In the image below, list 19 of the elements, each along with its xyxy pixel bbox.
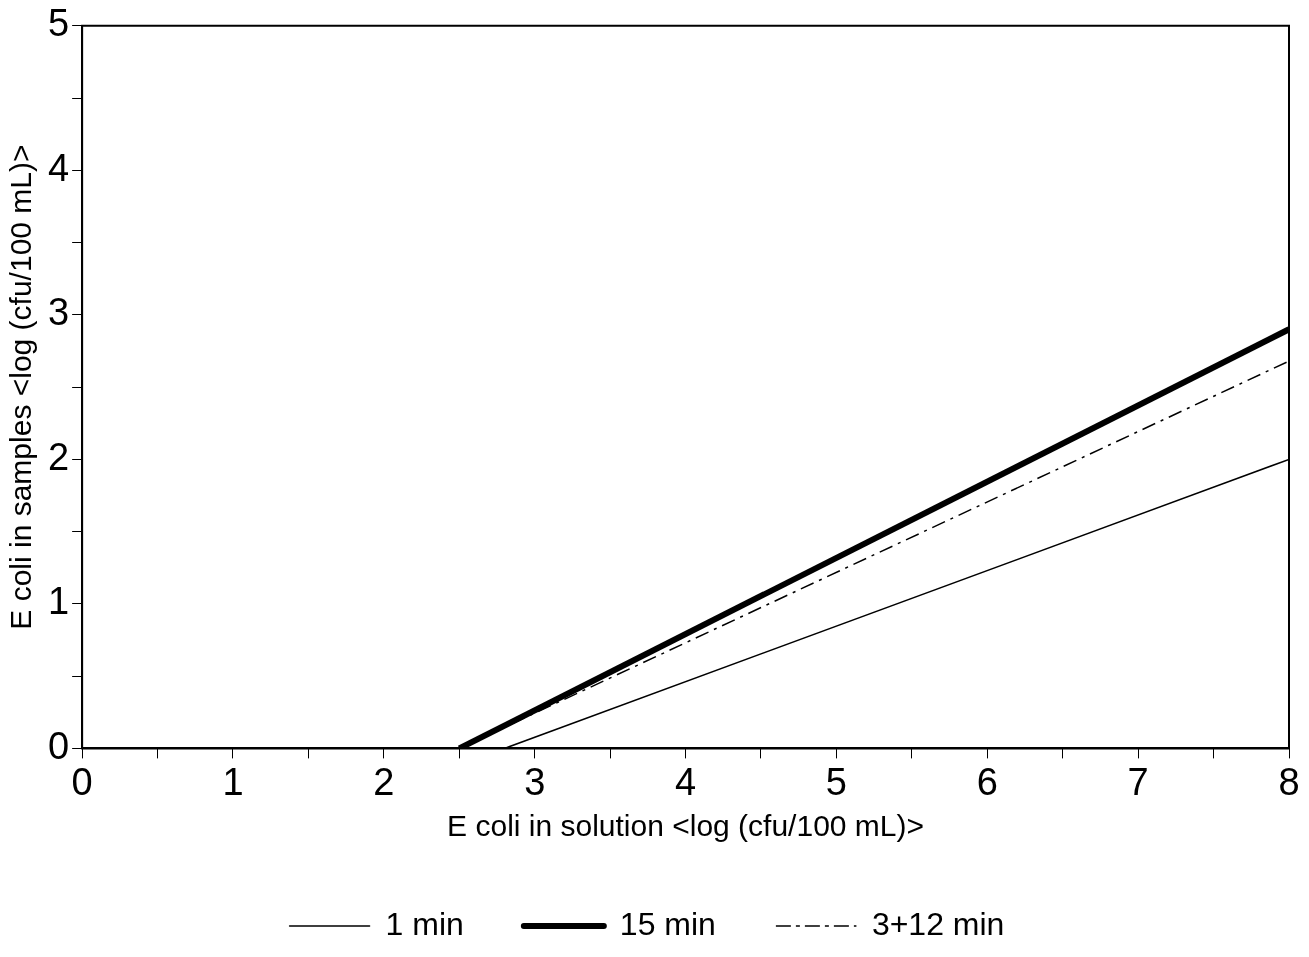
y-tick-label: 3 bbox=[47, 291, 70, 334]
x-tick-label: 1 bbox=[222, 760, 244, 803]
x-axis-title: E coli in solution <log (cfu/100 mL)> bbox=[447, 809, 925, 843]
x-tick-label: 2 bbox=[373, 760, 395, 803]
x-tick-label: 8 bbox=[1278, 760, 1300, 803]
y-tick-label: 1 bbox=[47, 580, 70, 623]
y-tick-label: 0 bbox=[47, 724, 70, 767]
x-tick-label: 3 bbox=[524, 760, 546, 803]
legend-label: 1 min bbox=[385, 905, 464, 942]
x-tick-label: 4 bbox=[675, 760, 697, 803]
legend-label: 3+12 min bbox=[871, 905, 1005, 942]
legend-label: 15 min bbox=[619, 905, 716, 942]
y-axis-title: E coli in samples <log (cfu/100 mL)> bbox=[4, 144, 38, 630]
x-tick-label: 7 bbox=[1127, 760, 1149, 803]
x-tick-label: 5 bbox=[825, 760, 847, 803]
y-tick-label: 5 bbox=[47, 2, 70, 45]
y-tick-label: 4 bbox=[47, 146, 70, 189]
x-tick-label: 6 bbox=[976, 760, 998, 803]
y-tick-label: 2 bbox=[47, 435, 70, 478]
